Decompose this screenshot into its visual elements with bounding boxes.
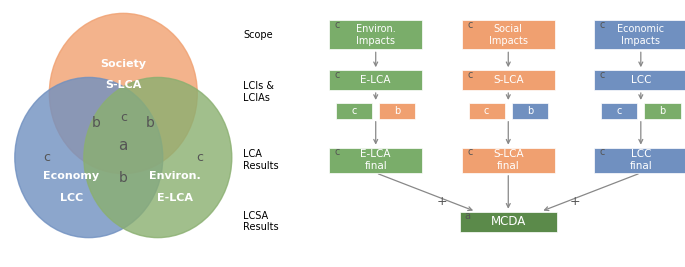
Text: b: b	[395, 106, 401, 116]
Circle shape	[84, 77, 232, 238]
Text: S-LCA
final: S-LCA final	[493, 150, 523, 171]
Text: Economic
Impacts: Economic Impacts	[617, 24, 664, 45]
Text: c: c	[334, 147, 340, 157]
Text: c: c	[467, 70, 473, 80]
FancyBboxPatch shape	[601, 103, 637, 119]
FancyBboxPatch shape	[462, 70, 555, 90]
Text: c: c	[467, 20, 473, 30]
Text: LCC: LCC	[631, 75, 651, 85]
Text: MCDA: MCDA	[490, 215, 526, 228]
Text: S-LCA: S-LCA	[493, 75, 523, 85]
Text: LCA
Results: LCA Results	[243, 150, 279, 171]
Text: Scope: Scope	[243, 30, 273, 40]
Text: +: +	[569, 195, 580, 208]
FancyBboxPatch shape	[329, 147, 422, 173]
Circle shape	[15, 77, 163, 238]
Text: E-LCA: E-LCA	[157, 193, 193, 203]
Text: Environ.
Impacts: Environ. Impacts	[356, 24, 396, 45]
FancyBboxPatch shape	[329, 20, 422, 49]
FancyBboxPatch shape	[462, 20, 555, 49]
Text: Society: Society	[100, 59, 147, 69]
Text: c: c	[334, 20, 340, 30]
Text: E-LCA
final: E-LCA final	[360, 150, 391, 171]
FancyBboxPatch shape	[336, 103, 372, 119]
Text: LCIs &
LCIAs: LCIs & LCIAs	[243, 81, 274, 103]
Text: c: c	[120, 111, 127, 124]
Text: LCC
final: LCC final	[630, 150, 652, 171]
FancyBboxPatch shape	[512, 103, 548, 119]
Text: c: c	[599, 70, 605, 80]
FancyBboxPatch shape	[460, 211, 557, 231]
FancyBboxPatch shape	[329, 70, 422, 90]
Text: E-LCA: E-LCA	[360, 75, 391, 85]
Text: c: c	[616, 106, 622, 116]
Text: c: c	[351, 106, 357, 116]
Text: LCC: LCC	[60, 193, 83, 203]
FancyBboxPatch shape	[595, 147, 685, 173]
Text: c: c	[467, 147, 473, 157]
Text: c: c	[599, 147, 605, 157]
Text: Environ.: Environ.	[149, 171, 201, 181]
FancyBboxPatch shape	[469, 103, 505, 119]
Text: b: b	[92, 116, 101, 130]
Text: Social
Impacts: Social Impacts	[489, 24, 527, 45]
FancyBboxPatch shape	[379, 103, 416, 119]
Text: c: c	[484, 106, 489, 116]
Text: S-LCA: S-LCA	[105, 80, 142, 91]
FancyBboxPatch shape	[595, 20, 685, 49]
Circle shape	[49, 13, 197, 174]
Text: c: c	[196, 151, 203, 164]
Text: Economy: Economy	[43, 171, 99, 181]
Text: b: b	[660, 106, 666, 116]
Text: b: b	[527, 106, 533, 116]
Text: a: a	[119, 138, 128, 153]
Text: c: c	[599, 20, 605, 30]
Text: c: c	[334, 70, 340, 80]
FancyBboxPatch shape	[595, 70, 685, 90]
FancyBboxPatch shape	[645, 103, 681, 119]
Text: b: b	[119, 171, 127, 184]
Text: a: a	[464, 211, 471, 221]
FancyBboxPatch shape	[462, 147, 555, 173]
Text: c: c	[43, 151, 51, 164]
Text: LCSA
Results: LCSA Results	[243, 211, 279, 232]
Text: +: +	[436, 195, 447, 208]
Text: b: b	[146, 116, 155, 130]
